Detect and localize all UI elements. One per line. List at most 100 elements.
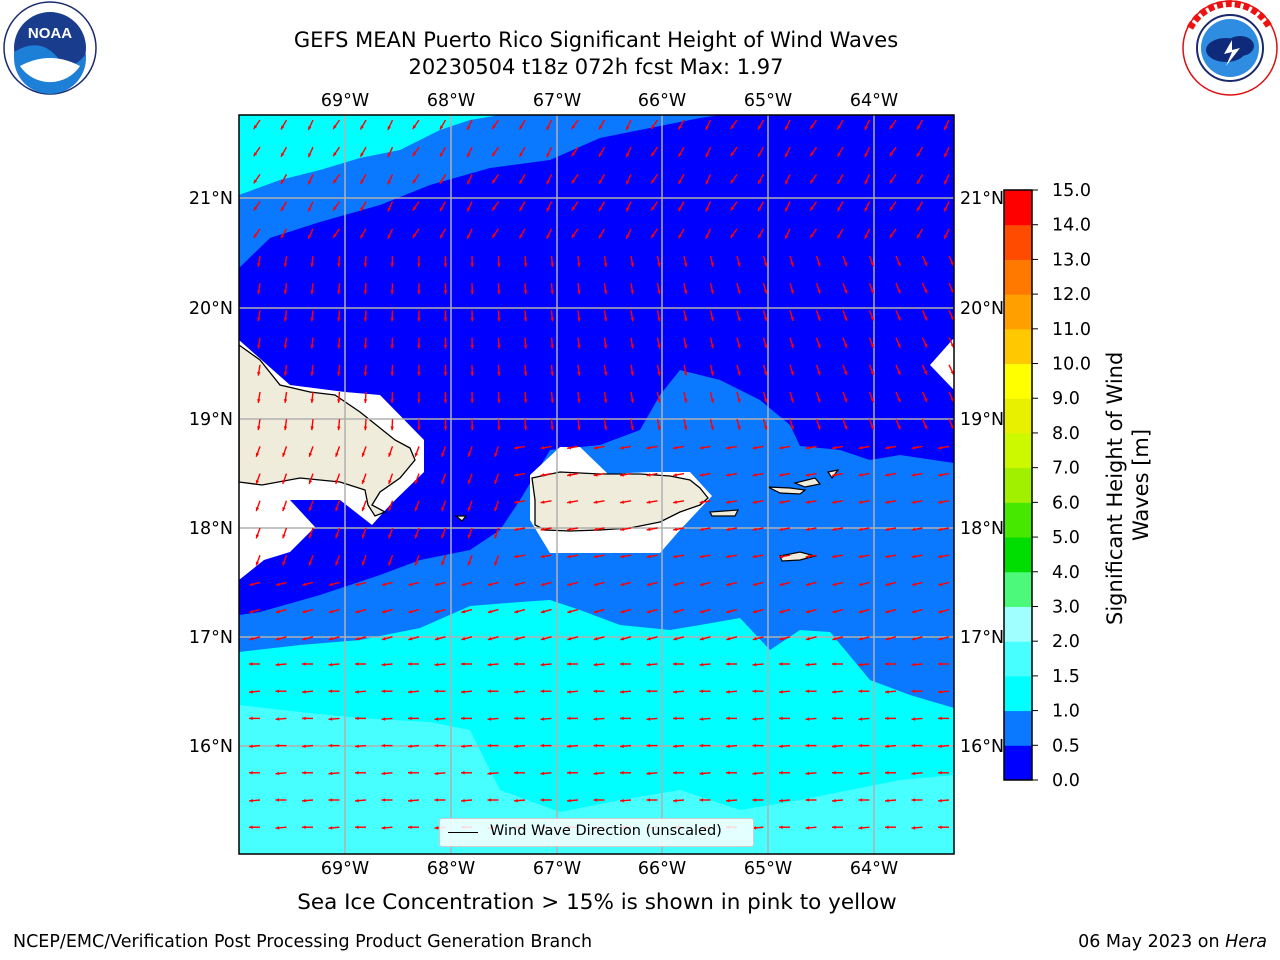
wave-direction-arrowhead — [911, 826, 916, 830]
wave-direction-arrowhead — [620, 637, 625, 641]
wave-direction-arrowhead — [550, 290, 554, 295]
wave-direction-arrowhead — [494, 479, 498, 484]
wave-direction-arrowhead — [461, 662, 465, 666]
wave-direction-arrowhead — [805, 771, 810, 776]
wave-direction-arrowhead — [249, 825, 253, 829]
wave-direction-arrowhead — [730, 233, 735, 238]
lon-label: 66°W — [638, 91, 686, 111]
wave-direction-arrowhead — [646, 717, 651, 721]
wave-direction-arrowhead — [253, 233, 258, 238]
wave-direction-arrowhead — [308, 561, 313, 566]
wave-direction-arrowhead — [832, 798, 836, 803]
wave-direction-arrowhead — [889, 125, 894, 130]
wave-direction-arrowhead — [950, 261, 954, 266]
wave-direction-arrowhead — [864, 125, 868, 130]
wave-direction-arrowhead — [911, 662, 916, 667]
wave-direction-arrowhead — [710, 317, 714, 322]
wave-direction-arrowhead — [514, 744, 518, 748]
wave-direction-arrowhead — [646, 662, 651, 667]
wave-direction-arrowhead — [567, 771, 571, 775]
wave-direction-arrowhead — [335, 534, 339, 539]
wave-direction-arrowhead — [571, 152, 576, 157]
wave-direction-arrowhead — [832, 771, 836, 775]
wave-direction-arrowhead — [897, 370, 901, 375]
wave-direction-arrowhead — [678, 152, 682, 157]
wave-direction-arrowhead — [310, 263, 314, 267]
wave-direction-arrowhead — [567, 527, 572, 531]
wave-direction-arrowhead — [577, 426, 581, 431]
wave-direction-arrowhead — [417, 290, 421, 295]
wave-direction-arrowhead — [911, 473, 916, 477]
wave-direction-arrowhead — [281, 207, 285, 212]
wave-direction-arrowhead — [497, 263, 501, 267]
wave-direction-arrowhead — [275, 637, 280, 641]
wave-direction-arrowhead — [514, 500, 519, 504]
wave-direction-arrowhead — [494, 452, 498, 457]
wave-direction-arrowhead — [467, 180, 471, 185]
wave-direction-arrowhead — [283, 371, 288, 376]
wave-direction-arrowhead — [470, 372, 474, 376]
wave-direction-arrowhead — [752, 662, 757, 667]
wave-direction-arrowhead — [440, 234, 444, 239]
wave-direction-arrowhead — [730, 152, 735, 157]
wave-direction-arrowhead — [897, 425, 901, 430]
wave-direction-arrowhead — [514, 527, 519, 531]
wave-direction-arrowhead — [337, 372, 341, 376]
wave-direction-arrowhead — [408, 609, 413, 614]
wave-direction-arrowhead — [523, 372, 528, 376]
wave-direction-arrowhead — [443, 372, 448, 376]
noaa-logo-text: NOAA — [28, 25, 72, 42]
wave-direction-arrowhead — [593, 798, 598, 802]
wave-direction-arrowhead — [870, 289, 874, 294]
wave-band-1.5-2.0 — [239, 705, 954, 854]
wave-direction-arrowhead — [470, 317, 474, 322]
wave-direction-arrowhead — [388, 479, 392, 484]
wave-direction-arrowhead — [540, 689, 545, 693]
wave-direction-arrowhead — [620, 554, 625, 559]
wave-direction-arrowhead — [832, 500, 837, 504]
wave-direction-arrowhead — [461, 716, 465, 721]
wave-direction-arrowhead — [646, 637, 651, 641]
wave-direction-arrowhead — [858, 637, 863, 641]
wave-direction-arrowhead — [737, 425, 741, 430]
wave-direction-arrowhead — [817, 398, 821, 403]
wave-direction-arrowhead — [699, 473, 704, 477]
wave-direction-arrowhead — [467, 234, 471, 239]
wave-direction-arrowhead — [683, 426, 688, 430]
wave-direction-arrowhead — [546, 207, 550, 212]
wave-direction-arrowhead — [408, 662, 412, 666]
wave-direction-arrowhead — [843, 371, 848, 376]
wave-direction-arrowhead — [390, 317, 394, 322]
wave-direction-arrowhead — [360, 207, 364, 212]
wave-direction-arrowhead — [923, 343, 928, 348]
wave-direction-arrowhead — [467, 125, 471, 130]
wave-direction-arrowhead — [492, 125, 496, 130]
wave-direction-arrowhead — [497, 344, 501, 349]
wave-direction-arrowhead — [950, 370, 954, 375]
wave-direction-arrowhead — [514, 554, 519, 559]
wave-direction-arrowhead — [381, 798, 386, 802]
wave-direction-arrowhead — [523, 317, 528, 322]
wave-direction-arrowhead — [885, 662, 889, 666]
wave-direction-arrowhead — [673, 500, 678, 504]
wave-direction-arrowhead — [470, 344, 474, 349]
credit-text: NCEP/EMC/Verification Post Processing Pr… — [13, 932, 593, 952]
wave-direction-arrowhead — [710, 344, 714, 349]
wave-direction-arrowhead — [257, 290, 261, 295]
wave-direction-arrowhead — [310, 317, 314, 322]
wave-direction-arrowhead — [911, 500, 916, 504]
noaa-logo: NOAA — [3, 1, 97, 95]
wave-direction-arrowhead — [889, 233, 894, 238]
wave-direction-arrowhead — [889, 206, 894, 211]
wave-direction-arrowhead — [864, 180, 868, 185]
wave-direction-arrowhead — [577, 317, 581, 322]
wave-direction-arrowhead — [497, 426, 501, 431]
wave-direction-arrowhead — [620, 744, 624, 748]
wave-direction-arrowhead — [381, 662, 386, 667]
wave-direction-arrowhead — [282, 561, 286, 566]
wave-direction-arrowhead — [550, 426, 554, 431]
wave-direction-arrowhead — [487, 637, 492, 641]
wave-direction-arrowhead — [571, 206, 576, 211]
wave-direction-arrowhead — [673, 582, 678, 586]
wave-direction-arrowhead — [726, 609, 731, 614]
